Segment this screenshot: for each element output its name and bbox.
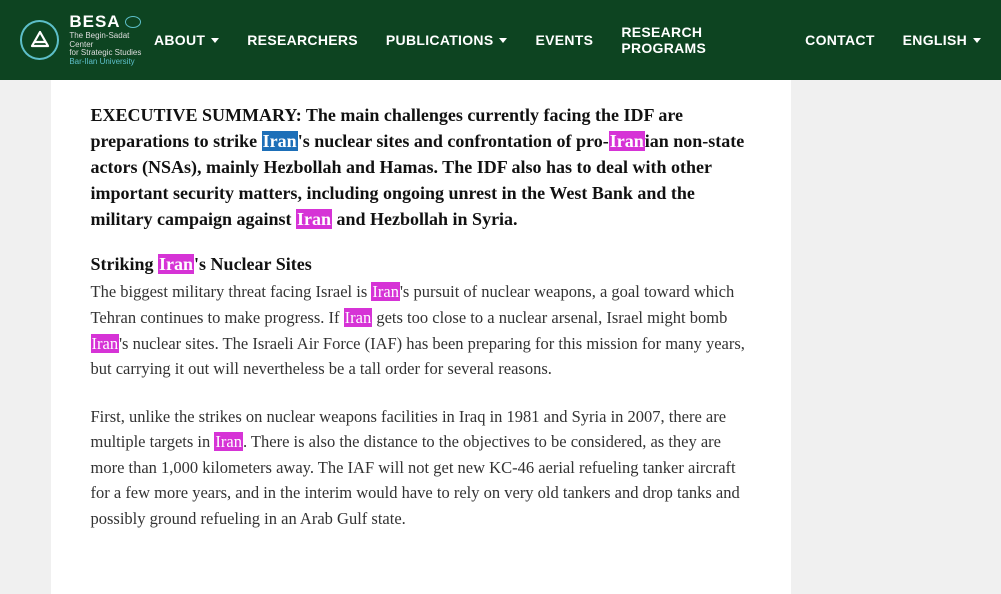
highlight-iran: Iran bbox=[214, 432, 243, 451]
body-text: gets too close to a nuclear arsenal, Isr… bbox=[372, 308, 727, 327]
paragraph: First, unlike the strikes on nuclear wea… bbox=[91, 404, 751, 532]
nav-label: EVENTS bbox=[535, 32, 593, 48]
nav-item-events[interactable]: EVENTS bbox=[535, 24, 593, 56]
logo[interactable]: BESA The Begin-Sadat Center for Strategi… bbox=[20, 13, 154, 67]
logo-ring-icon bbox=[125, 16, 141, 28]
paragraph: The biggest military threat facing Israe… bbox=[91, 279, 751, 381]
summary-text: 's nuclear sites and confrontation of pr… bbox=[298, 131, 609, 151]
summary-text: and Hezbollah in Syria. bbox=[332, 209, 518, 229]
nav-label: RESEARCH PROGRAMS bbox=[621, 24, 777, 56]
chevron-down-icon bbox=[499, 38, 507, 43]
highlight-iran: Iran bbox=[91, 334, 120, 353]
highlight-iran: Iran bbox=[296, 209, 332, 229]
article-body: EXECUTIVE SUMMARY: The main challenges c… bbox=[51, 80, 791, 594]
nav-item-about[interactable]: ABOUT bbox=[154, 24, 219, 56]
highlight-iran: Iran bbox=[344, 308, 373, 327]
heading-text: Striking bbox=[91, 254, 159, 274]
logo-name: BESA bbox=[69, 13, 120, 32]
executive-summary: EXECUTIVE SUMMARY: The main challenges c… bbox=[91, 102, 751, 232]
highlight-iran: Iran bbox=[609, 131, 645, 151]
nav-item-english[interactable]: ENGLISH bbox=[903, 24, 981, 56]
nav-item-researchers[interactable]: RESEARCHERS bbox=[247, 24, 358, 56]
chevron-down-icon bbox=[211, 38, 219, 43]
highlight-iran: Iran bbox=[158, 254, 194, 274]
highlight-iran: Iran bbox=[262, 131, 298, 151]
nav-label: RESEARCHERS bbox=[247, 32, 358, 48]
logo-text: BESA The Begin-Sadat Center for Strategi… bbox=[69, 13, 154, 67]
chevron-down-icon bbox=[973, 38, 981, 43]
body-text: The biggest military threat facing Israe… bbox=[91, 282, 372, 301]
nav-label: ENGLISH bbox=[903, 32, 967, 48]
nav-label: CONTACT bbox=[805, 32, 875, 48]
main-nav: ABOUT RESEARCHERS PUBLICATIONS EVENTS RESEAR… bbox=[154, 24, 981, 56]
body-text: 's nuclear sites. The Israeli Air Force … bbox=[91, 334, 745, 379]
nav-item-publications[interactable]: PUBLICATIONS bbox=[386, 24, 508, 56]
logo-icon bbox=[20, 20, 59, 60]
logo-sub3: Bar-Ilan University bbox=[69, 58, 154, 67]
nav-label: ABOUT bbox=[154, 32, 205, 48]
nav-item-research-programs[interactable]: RESEARCH PROGRAMS bbox=[621, 24, 777, 56]
nav-label: PUBLICATIONS bbox=[386, 32, 494, 48]
section-heading: Striking Iran's Nuclear Sites bbox=[91, 254, 751, 275]
logo-sub1: The Begin-Sadat Center bbox=[69, 32, 154, 50]
heading-text: 's Nuclear Sites bbox=[194, 254, 312, 274]
nav-item-contact[interactable]: CONTACT bbox=[805, 24, 875, 56]
content-area: EXECUTIVE SUMMARY: The main challenges c… bbox=[0, 80, 1001, 594]
highlight-iran: Iran bbox=[371, 282, 400, 301]
sidebar-gutter bbox=[791, 80, 921, 594]
site-header: BESA The Begin-Sadat Center for Strategi… bbox=[0, 0, 1001, 80]
